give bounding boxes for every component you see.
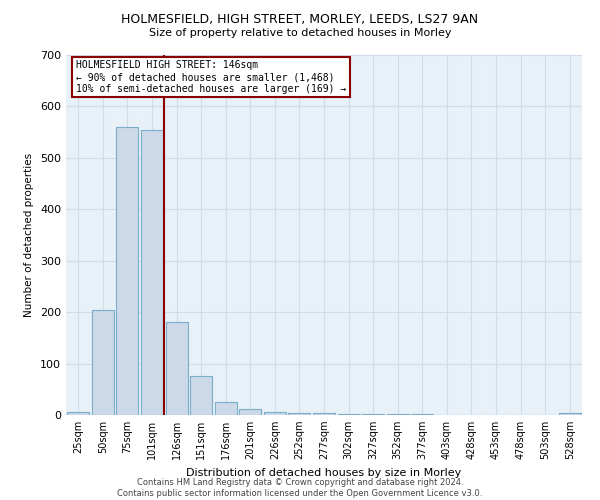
Bar [362, 414, 384, 415]
Bar [166, 322, 188, 415]
Bar [141, 130, 163, 415]
Y-axis label: Number of detached properties: Number of detached properties [25, 153, 34, 317]
Text: Contains HM Land Registry data © Crown copyright and database right 2024.
Contai: Contains HM Land Registry data © Crown c… [118, 478, 482, 498]
Bar [386, 414, 409, 415]
Bar [190, 376, 212, 415]
X-axis label: Distribution of detached houses by size in Morley: Distribution of detached houses by size … [187, 468, 461, 477]
Bar [338, 414, 359, 415]
Text: Size of property relative to detached houses in Morley: Size of property relative to detached ho… [149, 28, 451, 38]
Bar [239, 409, 262, 415]
Bar [411, 414, 433, 415]
Bar [116, 127, 139, 415]
Bar [264, 412, 286, 415]
Bar [67, 412, 89, 415]
Text: HOLMESFIELD HIGH STREET: 146sqm
← 90% of detached houses are smaller (1,468)
10%: HOLMESFIELD HIGH STREET: 146sqm ← 90% of… [76, 60, 347, 94]
Text: HOLMESFIELD, HIGH STREET, MORLEY, LEEDS, LS27 9AN: HOLMESFIELD, HIGH STREET, MORLEY, LEEDS,… [121, 12, 479, 26]
Bar [289, 413, 310, 415]
Bar [215, 402, 237, 415]
Bar [559, 414, 581, 415]
Bar [313, 414, 335, 415]
Bar [92, 310, 114, 415]
